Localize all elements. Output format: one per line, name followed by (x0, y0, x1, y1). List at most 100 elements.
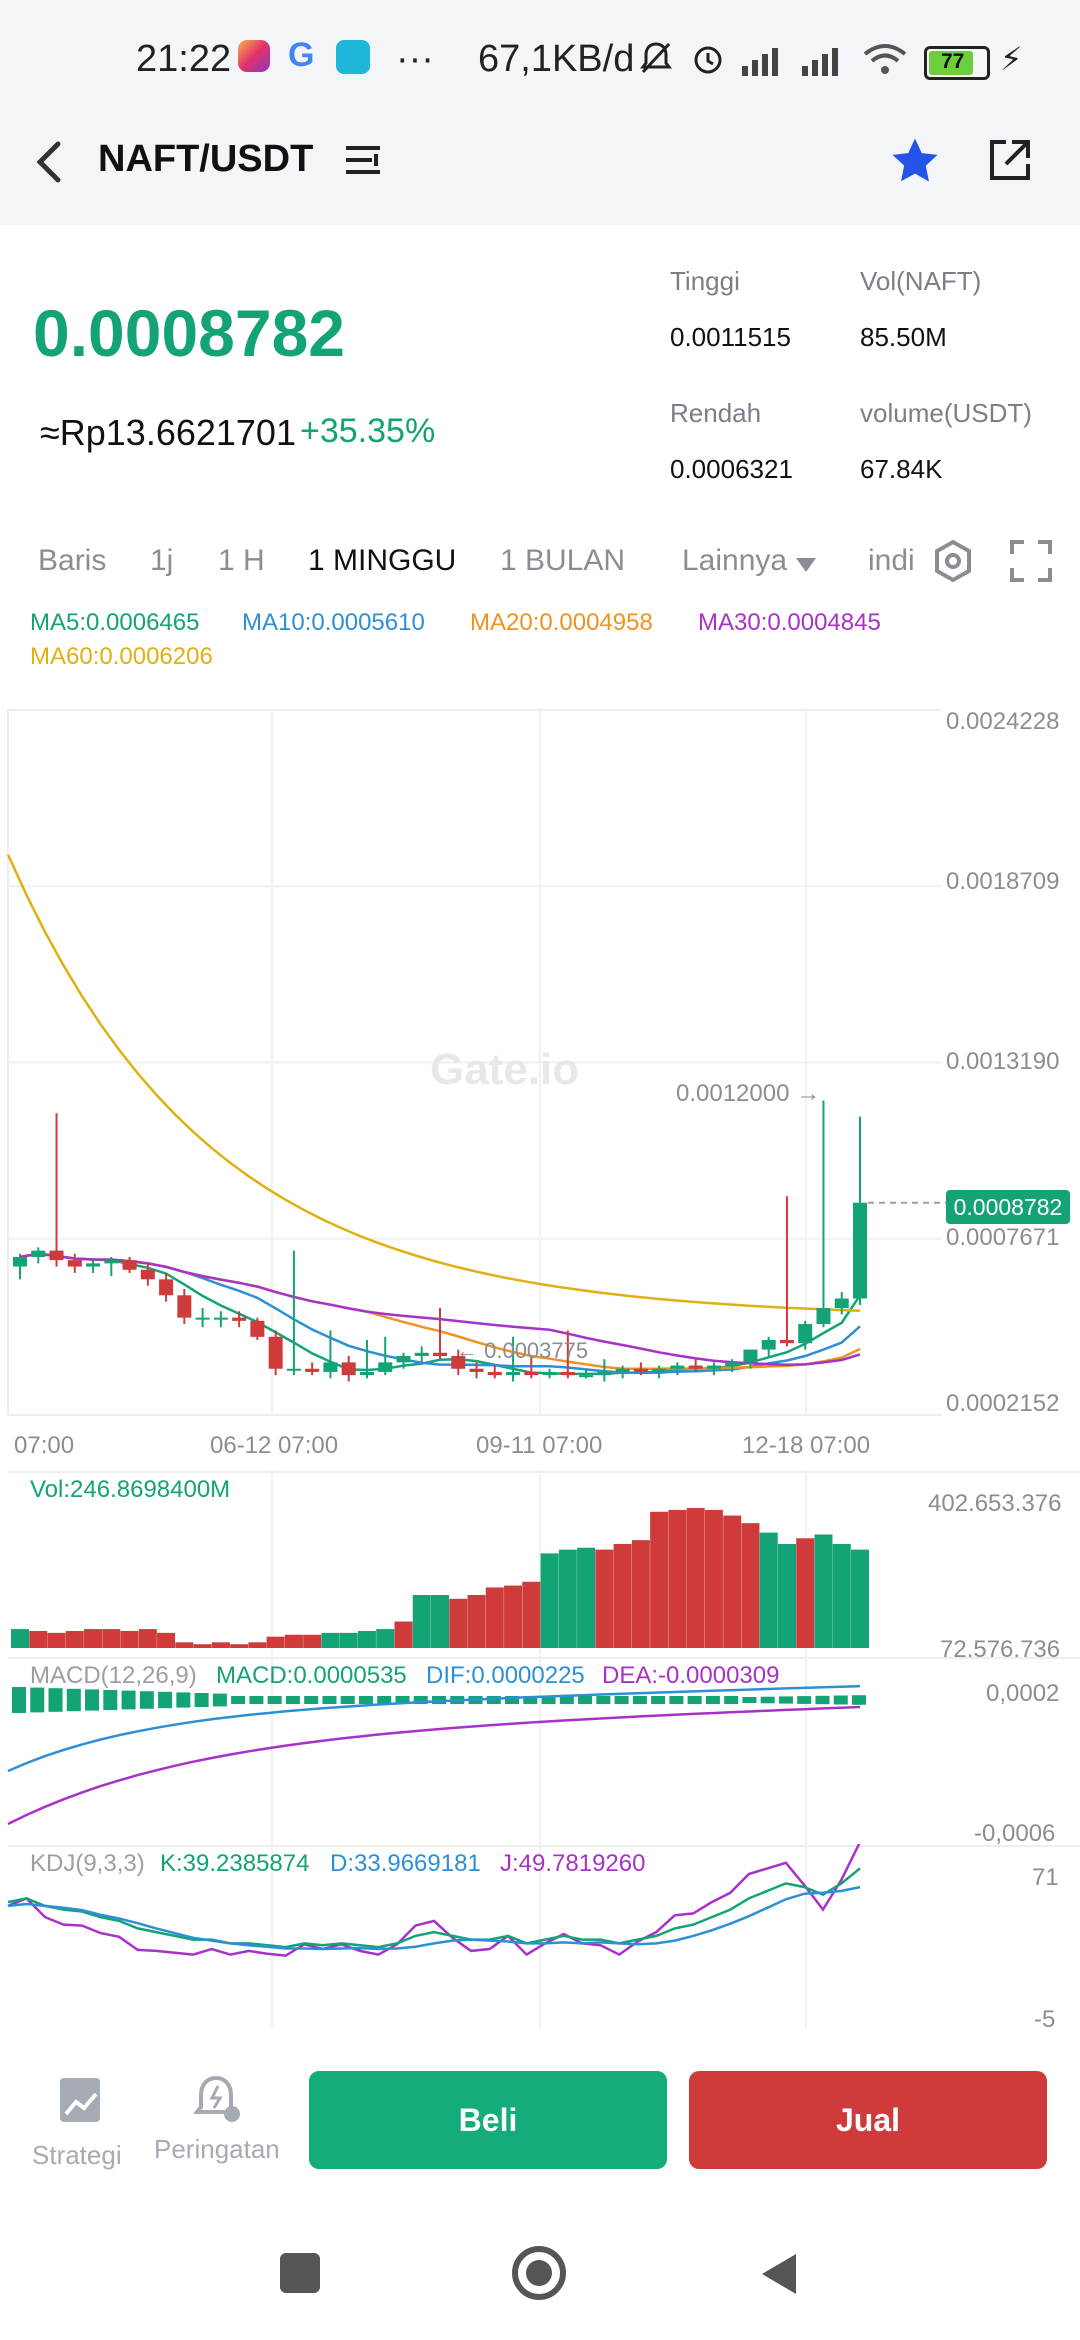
candle-body (579, 1375, 594, 1378)
charging-icon: ⚡ (1000, 41, 1023, 77)
strategy-icon[interactable] (58, 2076, 106, 2126)
volume-bar (723, 1515, 742, 1648)
volume-bar (613, 1543, 632, 1648)
ma20-label: MA20:0.0004958 (470, 609, 653, 636)
candle-body (487, 1371, 502, 1376)
share-external-icon[interactable] (986, 136, 1034, 184)
volume-bar (814, 1534, 833, 1648)
volume-bar (796, 1538, 815, 1648)
macd-bar (304, 1696, 319, 1704)
volume-chart[interactable] (0, 1470, 1080, 1655)
candlestick-chart[interactable] (0, 700, 1080, 1480)
dif-line (7, 1684, 861, 1773)
kdj-chart[interactable] (0, 1844, 1080, 2028)
y-tick-1: 0.0024228 (946, 708, 1060, 735)
tab-1d[interactable]: 1 H (218, 544, 265, 577)
ticker-panel (0, 225, 1080, 525)
alert-label[interactable]: Peringatan (154, 2134, 280, 2164)
y-tick-3: 0.0013190 (946, 1048, 1060, 1075)
candle-body (524, 1371, 539, 1376)
tab-1m[interactable]: 1 BULAN (500, 544, 626, 577)
battery-icon: 77 (924, 46, 990, 80)
price-idr: ≈Rp13.6621701 (40, 412, 296, 453)
chart-settings-icon[interactable] (930, 538, 976, 584)
tab-indicator[interactable]: indi (868, 544, 915, 577)
wifi-icon (863, 44, 907, 74)
kdj-d-line (7, 1885, 861, 1951)
pair-menu-icon[interactable] (344, 142, 384, 178)
battery-level: 77 (941, 50, 965, 73)
candle-body (31, 1250, 46, 1257)
volume-bar (357, 1630, 376, 1648)
buy-button[interactable]: Beli (309, 2071, 667, 2169)
bell-muted-icon (640, 42, 672, 74)
tab-1w[interactable]: 1 MINGGU (308, 544, 457, 577)
macd-chart[interactable] (0, 1656, 1080, 1844)
candle-body (250, 1320, 265, 1337)
volume-bar (284, 1634, 303, 1648)
macd-bar (212, 1693, 227, 1707)
status-bar: 21:22 G ··· 67,1KB/d 77 ⚡ (0, 0, 1080, 120)
tab-more[interactable]: Lainnya (682, 544, 788, 577)
home-button-icon[interactable] (510, 2244, 568, 2302)
x-tick-4: 12-18 07:00 (742, 1432, 871, 1459)
stat-low-label: Rendah (670, 398, 762, 428)
candle-body (433, 1352, 447, 1356)
volume-bar (431, 1595, 449, 1648)
macd-bar (578, 1696, 593, 1704)
ma60-label: MA60:0.0006206 (30, 643, 213, 670)
candle-body (798, 1324, 813, 1344)
macd-bar (852, 1695, 866, 1705)
candle-body (104, 1260, 119, 1264)
volume-bar (11, 1629, 29, 1648)
tab-1h[interactable]: 1j (150, 544, 174, 577)
candle-body (286, 1368, 301, 1371)
volume-label: Vol:246.8698400M (30, 1476, 231, 1503)
macd-bar (48, 1688, 63, 1712)
low-annotation: ← 0.0003775 (456, 1338, 589, 1363)
candle-body (341, 1362, 356, 1376)
volume-bar (394, 1621, 413, 1648)
volume-bar (84, 1629, 103, 1648)
candle-body (670, 1365, 685, 1369)
volume-bar (485, 1587, 504, 1648)
sell-button[interactable]: Jual (689, 2071, 1047, 2169)
candle-body (688, 1365, 703, 1369)
recents-button-icon[interactable] (280, 2253, 320, 2293)
pair-title[interactable]: NAFT/USDT (98, 138, 314, 180)
strategy-label[interactable]: Strategi (32, 2140, 122, 2170)
alarm-icon (694, 46, 722, 74)
macd-bar (669, 1696, 684, 1704)
back-button-icon[interactable] (758, 2250, 800, 2298)
macd-bar (103, 1690, 118, 1710)
volume-bar (704, 1509, 723, 1648)
volume-bar (211, 1642, 230, 1648)
macd-tick-top: 0,0002 (986, 1680, 1060, 1707)
volume-bar (577, 1547, 596, 1648)
volume-bar (504, 1585, 523, 1648)
candle-body (560, 1371, 575, 1376)
dropdown-caret-icon[interactable] (794, 556, 818, 574)
macd-bar (815, 1695, 830, 1705)
x-tick-2: 06-12 07:00 (210, 1432, 339, 1459)
back-arrow-icon[interactable] (30, 140, 70, 184)
candle-body (140, 1269, 155, 1280)
favorite-star-icon[interactable] (888, 134, 942, 188)
price-alert-icon[interactable] (194, 2074, 244, 2126)
volume-bar (321, 1632, 340, 1648)
macd-bar (797, 1696, 812, 1704)
candle-body (506, 1371, 521, 1376)
tab-line[interactable]: Baris (38, 544, 107, 577)
chart-grid (7, 709, 942, 1416)
fullscreen-icon[interactable] (1010, 540, 1052, 582)
candle-body (13, 1256, 27, 1267)
status-more: ··· (396, 38, 434, 80)
kdj-tick-top: 71 (1032, 1864, 1059, 1891)
candle-body (469, 1368, 484, 1372)
volume-bar (102, 1629, 121, 1648)
candle-body (761, 1340, 776, 1350)
macd-bar (724, 1696, 739, 1704)
candle-body (323, 1362, 338, 1372)
last-price: 0.0008782 (33, 296, 345, 370)
macd-bar (194, 1693, 209, 1707)
